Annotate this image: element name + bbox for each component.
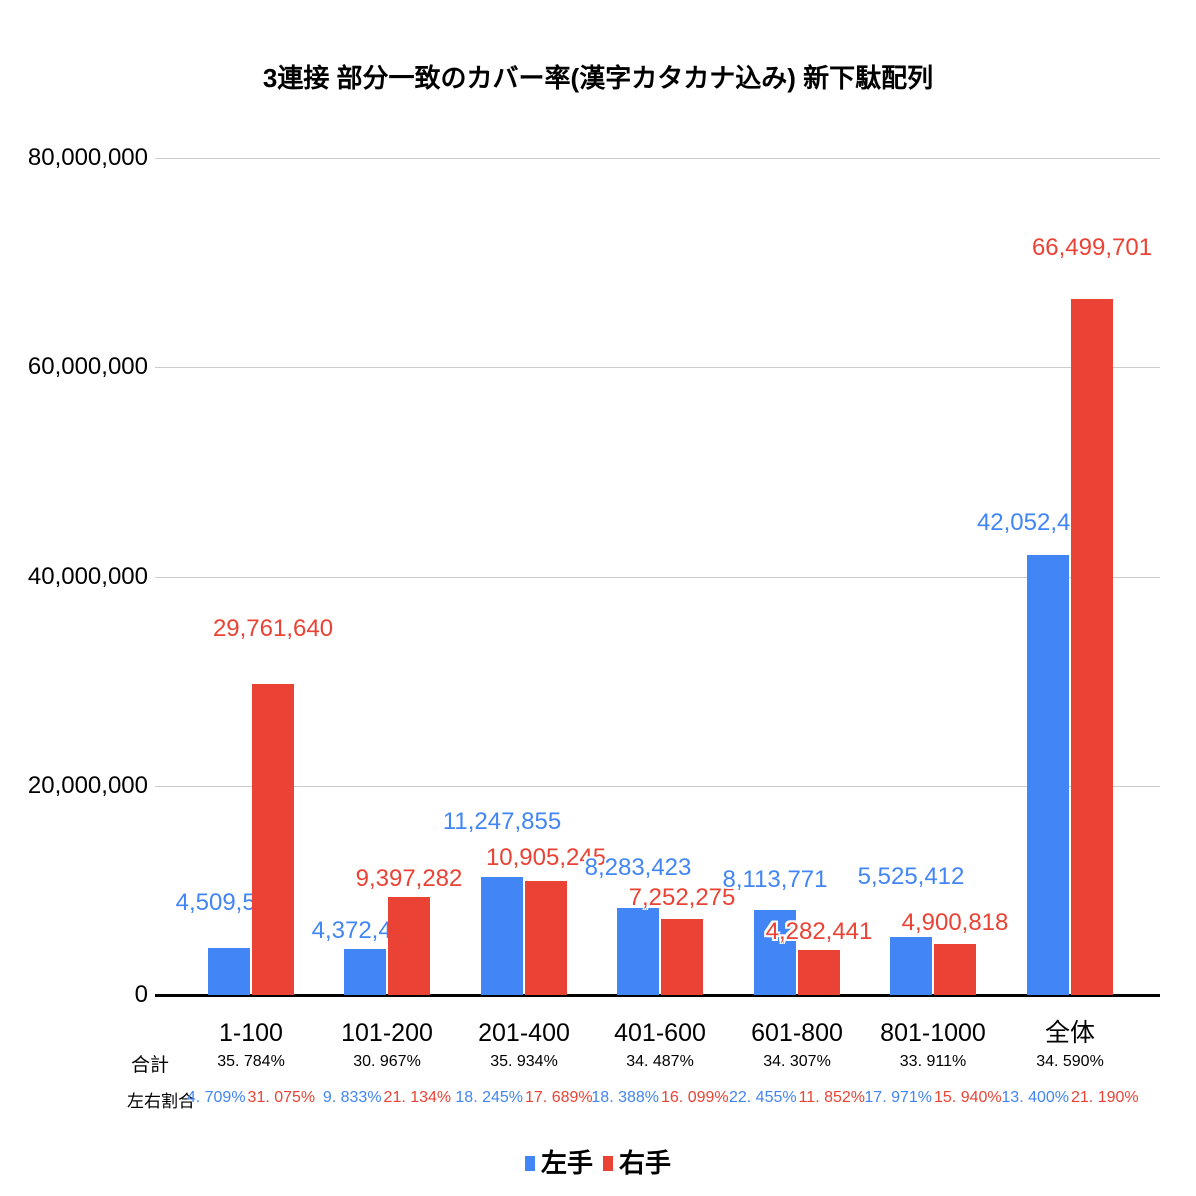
y-axis-tick-label: 80,000,000: [27, 144, 148, 171]
y-axis-tick-label: 0: [134, 981, 148, 1008]
category-label: 101-200: [341, 1019, 433, 1047]
total-percent: 35. 934%: [490, 1053, 558, 1070]
ratio-percent-pair: 18. 388% 16. 099%: [565, 1088, 755, 1108]
bar-label-left-hand: 8,113,771: [722, 866, 828, 893]
bar-label-right-hand: 66,499,701: [1031, 234, 1153, 261]
y-axis-tick-label: 40,000,000: [27, 563, 148, 590]
category-label: 601-800: [751, 1019, 843, 1047]
bar-label-right-hand: 10,905,245: [485, 844, 607, 871]
bar-label-right-hand: 9,397,282: [355, 865, 463, 892]
legend-item-right-hand: 右手: [603, 1148, 671, 1178]
ratio-percent-pair: 4. 709% 31. 075%: [156, 1088, 346, 1108]
ratio-percent-right-hand: 11. 852%: [798, 1089, 866, 1106]
bar-left-hand: [208, 948, 250, 995]
gridline: [155, 158, 1160, 159]
bar-label-right-hand: 29,761,640: [212, 615, 334, 642]
ratio-percent-pair: 13. 400% 21. 190%: [975, 1088, 1165, 1108]
bar-right-hand: [252, 684, 294, 995]
bar-left-hand: [1027, 555, 1069, 995]
ratio-percent-left-hand: 9. 833%: [322, 1089, 382, 1106]
y-axis-tick-label: 60,000,000: [27, 353, 148, 380]
category-label: 201-400: [478, 1019, 570, 1047]
ratio-percent-pair: 9. 833% 21. 134%: [292, 1088, 482, 1108]
category-label: 801-1000: [880, 1019, 986, 1047]
total-percent: 30. 967%: [353, 1053, 421, 1070]
ratio-percent-right-hand: 21. 134%: [383, 1089, 452, 1106]
bar-label-left-hand: 11,247,855: [442, 808, 562, 835]
ratio-percent-left-hand: 17. 971%: [864, 1089, 932, 1106]
ratio-percent-left-hand: 13. 400%: [1001, 1089, 1069, 1106]
y-axis-tick-label: 20,000,000: [27, 772, 148, 799]
legend: 左手 右手: [0, 1148, 1196, 1178]
ratio-percent-left-hand: 18. 388%: [591, 1089, 659, 1106]
ratio-percent-left-hand: 18. 245%: [455, 1089, 523, 1106]
bar-label-left-hand: 5,525,412: [857, 863, 965, 890]
bar-left-hand: [890, 937, 932, 995]
ratio-row-header: 左右割合: [127, 1092, 195, 1111]
gridline: [155, 786, 1160, 787]
bar-right-hand: [798, 950, 840, 995]
bar-label-right-hand: 7,252,275: [628, 884, 736, 911]
left-hand-swatch-icon: [524, 1155, 535, 1171]
legend-label-left-hand: 左手: [540, 1148, 593, 1178]
ratio-percent-right-hand: 16. 099%: [661, 1089, 729, 1106]
ratio-percent-right-hand: 15. 940%: [934, 1089, 1002, 1106]
ratio-percent-pair: 22. 455% 11. 852%: [702, 1088, 892, 1108]
bar-label-right-hand: 4,900,818: [901, 909, 1009, 936]
bar-left-hand: [481, 877, 523, 995]
total-percent: 34. 487%: [626, 1053, 694, 1070]
right-hand-swatch-icon: [603, 1155, 613, 1171]
total-percent: 34. 307%: [763, 1053, 831, 1070]
bar-right-hand: [1071, 299, 1113, 995]
ratio-percent-left-hand: 22. 455%: [728, 1089, 797, 1106]
ratio-percent-left-hand: 4. 709%: [186, 1089, 246, 1106]
total-row-header: 合計: [131, 1055, 170, 1076]
total-percent: 33. 911%: [899, 1053, 967, 1070]
gridline: [155, 367, 1160, 368]
ratio-percent-right-hand: 17. 689%: [525, 1089, 593, 1106]
chart-title: 3連接 部分一致のカバー率(漢字カタカナ込み) 新下駄配列: [262, 63, 934, 93]
bar-right-hand: [934, 944, 976, 995]
ratio-percent-pair: 17. 971% 15. 940%: [838, 1088, 1028, 1108]
total-percent: 35. 784%: [217, 1053, 285, 1070]
gridline: [155, 577, 1160, 578]
bar-right-hand: [525, 881, 567, 995]
bar-left-hand: [617, 908, 659, 995]
ratio-percent-right-hand: 31. 075%: [247, 1089, 316, 1106]
ratio-percent-pair: 18. 245% 17. 689%: [429, 1088, 619, 1108]
total-percent: 34. 590%: [1036, 1053, 1104, 1070]
bar-left-hand: [754, 910, 796, 995]
bar-right-hand: [388, 897, 430, 995]
bar-label-left-hand: 8,283,423: [584, 854, 692, 881]
category-label: 1-100: [219, 1019, 283, 1047]
category-label: 401-600: [614, 1019, 706, 1047]
bar-left-hand: [344, 949, 386, 995]
legend-label-right-hand: 右手: [619, 1148, 672, 1178]
ratio-percent-right-hand: 21. 190%: [1071, 1089, 1139, 1106]
bar-right-hand: [661, 919, 703, 995]
category-label: 全体: [1044, 1019, 1095, 1047]
legend-item-left-hand: 左手: [524, 1148, 593, 1178]
bar-label-right-hand: 4,282,441: [765, 918, 873, 945]
x-axis-line: [155, 994, 1160, 997]
